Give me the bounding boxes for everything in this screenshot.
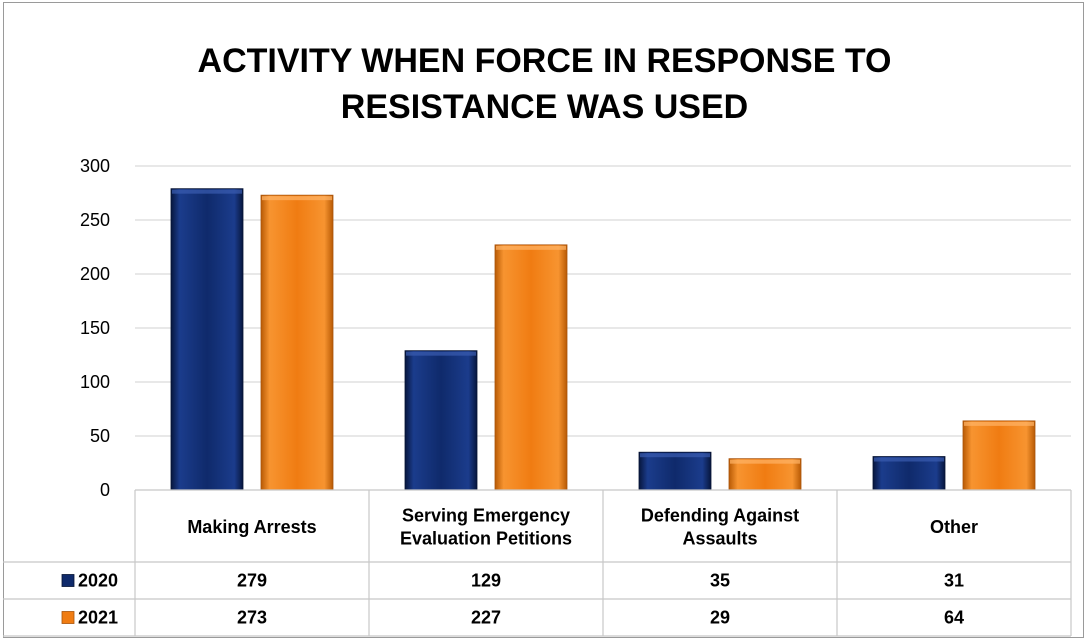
legend-label: 2021 bbox=[78, 608, 118, 628]
y-tick-label: 0 bbox=[100, 480, 110, 500]
data-label: 273 bbox=[237, 608, 267, 628]
bar-top-bevel bbox=[964, 421, 1034, 426]
bar-2021 bbox=[728, 458, 802, 491]
y-tick-label: 200 bbox=[80, 264, 110, 284]
bar-top-bevel bbox=[406, 351, 476, 356]
bar-2020 bbox=[170, 188, 244, 491]
data-label: 64 bbox=[944, 608, 964, 628]
category-label: Evaluation Petitions bbox=[400, 529, 572, 549]
bar-2020 bbox=[638, 451, 712, 491]
bar-top-bevel bbox=[640, 453, 710, 458]
y-tick-label: 100 bbox=[80, 372, 110, 392]
bar-top-bevel bbox=[874, 457, 944, 462]
bar-top-bevel bbox=[172, 189, 242, 194]
legend-swatch-2021 bbox=[61, 611, 75, 624]
data-label: 35 bbox=[710, 571, 730, 591]
category-label: Defending Against bbox=[641, 506, 799, 526]
category-label: Making Arrests bbox=[187, 517, 316, 537]
category-label: Assaults bbox=[682, 529, 757, 549]
bar-2020 bbox=[872, 456, 946, 491]
bar-top-bevel bbox=[730, 459, 800, 464]
data-label: 29 bbox=[710, 608, 730, 628]
legend-label: 2020 bbox=[78, 571, 118, 591]
y-tick-label: 250 bbox=[80, 210, 110, 230]
bar-top-bevel bbox=[262, 196, 332, 201]
chart-title-line-1: ACTIVITY WHEN FORCE IN RESPONSE TO bbox=[197, 42, 892, 80]
bar-top-bevel bbox=[496, 245, 566, 250]
bar-2021 bbox=[494, 244, 568, 491]
chart-title: ACTIVITY WHEN FORCE IN RESPONSE TO RESIS… bbox=[0, 38, 1089, 130]
bar-2021 bbox=[962, 420, 1036, 491]
data-label: 227 bbox=[471, 608, 501, 628]
chart-title-line-2: RESISTANCE WAS USED bbox=[340, 88, 749, 126]
data-label: 31 bbox=[944, 571, 964, 591]
y-tick-label: 300 bbox=[80, 156, 110, 176]
bar-2021 bbox=[260, 194, 334, 491]
data-label: 279 bbox=[237, 571, 267, 591]
y-tick-label: 50 bbox=[90, 426, 110, 446]
category-label: Other bbox=[930, 517, 978, 537]
data-label: 129 bbox=[471, 571, 501, 591]
y-tick-label: 150 bbox=[80, 318, 110, 338]
bar-2020 bbox=[404, 350, 478, 491]
category-label: Serving Emergency bbox=[402, 506, 570, 526]
legend-swatch-2020 bbox=[61, 574, 75, 587]
